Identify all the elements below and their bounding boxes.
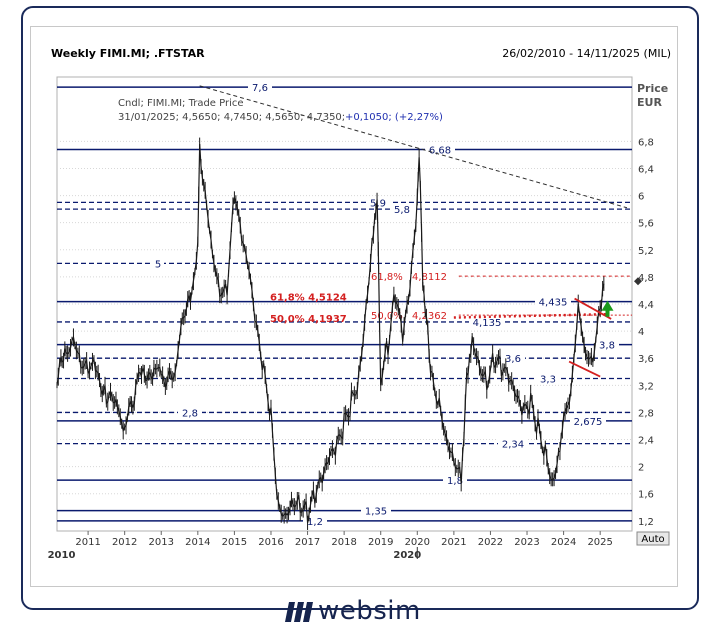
- y-tick-label: 6: [638, 192, 644, 203]
- x-tick-label: 2017: [295, 537, 320, 548]
- level-label: 4,135: [473, 318, 502, 329]
- y-tick-label: 3,6: [638, 354, 654, 365]
- x-tick-label: 2013: [149, 537, 174, 548]
- fib-value-500: 4,2362: [412, 311, 447, 322]
- x-tick-label: 2021: [441, 537, 466, 548]
- level-label: 5,8: [394, 205, 410, 216]
- trendline-descending: [200, 86, 627, 208]
- level-label: 4,435: [539, 298, 568, 309]
- y-tick-label: 1,2: [638, 517, 654, 528]
- level-label: 5,9: [370, 198, 386, 209]
- y-tick-label: 2,8: [638, 408, 654, 419]
- x-tick-label: 2024: [551, 537, 576, 548]
- level-label: 7,6: [252, 83, 268, 94]
- level-label: 2,34: [502, 440, 524, 451]
- level-label: 3,3: [540, 375, 556, 386]
- x-tick-label: 2025: [587, 537, 612, 548]
- level-label: 2,675: [574, 417, 603, 428]
- y-tick-label: 5,2: [638, 246, 654, 257]
- level-label: 3,8: [599, 341, 615, 352]
- x-tick-label: 2015: [222, 537, 247, 548]
- fib-label-618: 61,8%: [371, 272, 403, 283]
- y-tick-label: 2: [638, 463, 644, 474]
- fib-label-618-left: 61,8% 4,5124: [270, 292, 347, 303]
- y-tick-label: 1,6: [638, 490, 654, 501]
- y-tick-label: 4,4: [638, 300, 654, 311]
- y-tick-label: 6,4: [638, 164, 654, 175]
- y-tick-label: 6,8: [638, 137, 654, 148]
- y-tick-label: 4: [638, 327, 644, 338]
- y-tick-label: 5,6: [638, 219, 654, 230]
- x-tick-label: 2018: [331, 537, 356, 548]
- x-tick-label: 2016: [258, 537, 283, 548]
- info-line-2-values: 31/01/2025; 4,5650; 4,7450; 4,5650; 4,73…: [118, 112, 345, 123]
- x-tick-label: 2011: [75, 537, 100, 548]
- y-tick-label: 2,4: [638, 436, 654, 447]
- fib-value-618: 4,8112: [412, 272, 447, 283]
- level-label: 6,68: [429, 146, 451, 157]
- level-label: 2,8: [182, 408, 198, 419]
- info-line-2-change: +0,1050; (+2,27%): [345, 112, 443, 123]
- x-secondary-label: 2010: [48, 550, 76, 561]
- x-tick-label: 2014: [185, 537, 210, 548]
- x-tick-label: 2019: [368, 537, 393, 548]
- level-label: 5: [155, 259, 161, 270]
- level-label: 3,6: [505, 354, 521, 365]
- fib-label-500-left: 50,0% 4,1937: [270, 314, 347, 325]
- price-line: [57, 144, 604, 523]
- x-tick-label: 2012: [112, 537, 137, 548]
- red-trendline-lower: [569, 362, 600, 377]
- websim-logo-text: websim: [318, 596, 421, 626]
- x-tick-label: 2022: [478, 537, 503, 548]
- level-label: 1,35: [365, 507, 387, 518]
- y-axis-label-unit: EUR: [637, 96, 662, 109]
- websim-logo-icon: [283, 600, 315, 628]
- y-axis-label-price: Price: [637, 82, 668, 95]
- info-line-1: Cndl; FIMI.MI; Trade Price: [118, 98, 244, 109]
- x-tick-label: 2020: [405, 537, 430, 548]
- auto-button-label[interactable]: Auto: [641, 534, 664, 545]
- projection-line: [454, 314, 608, 317]
- y-tick-label: 3,2: [638, 381, 654, 392]
- x-tick-label: 2023: [514, 537, 539, 548]
